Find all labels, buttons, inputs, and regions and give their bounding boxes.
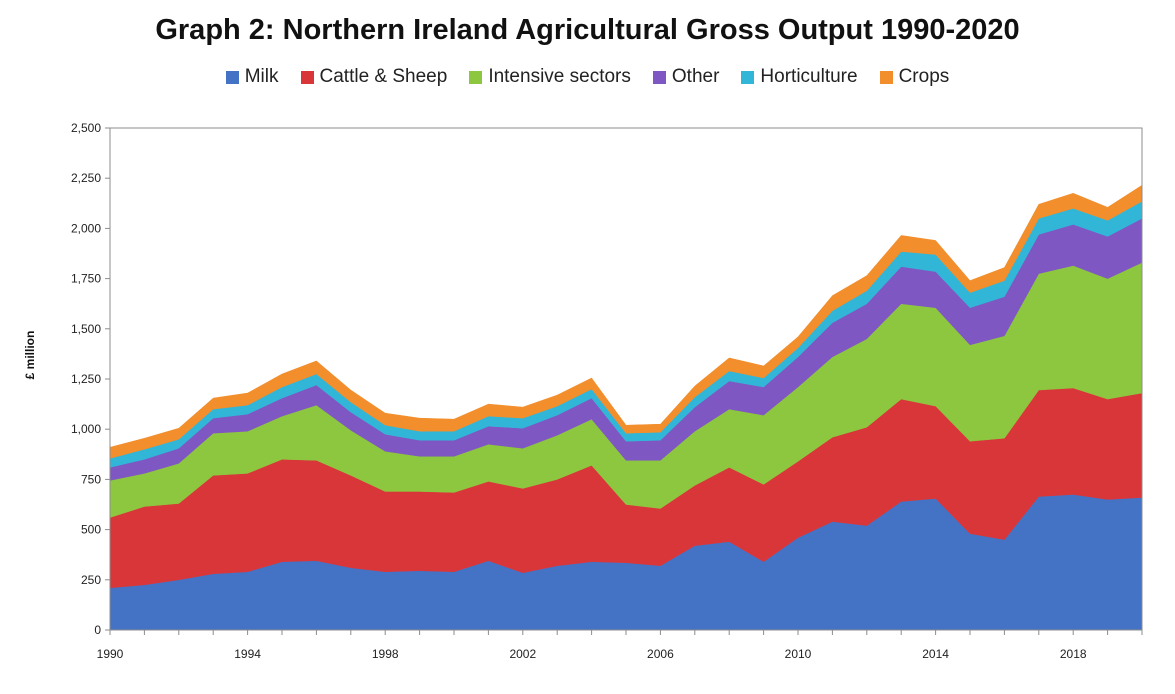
legend-label-horticulture: Horticulture bbox=[760, 66, 858, 87]
y-axis-title: £ million bbox=[23, 331, 37, 380]
x-tick-label: 1990 bbox=[97, 647, 124, 661]
y-tick-label: 1,000 bbox=[71, 422, 101, 436]
y-tick-label: 1,250 bbox=[71, 372, 101, 386]
y-tick-label: 500 bbox=[81, 523, 101, 537]
legend-label-intensive-sectors: Intensive sectors bbox=[488, 66, 631, 87]
x-tick-label: 2006 bbox=[647, 647, 674, 661]
area-layers bbox=[109, 184, 1143, 631]
y-tick-label: 2,250 bbox=[71, 171, 101, 185]
x-tick-label: 2018 bbox=[1060, 647, 1087, 661]
legend-label-crops: Crops bbox=[898, 66, 950, 87]
y-tick-label: 250 bbox=[81, 573, 101, 587]
x-tick-label: 2010 bbox=[785, 647, 812, 661]
x-tick-label: 1994 bbox=[234, 647, 261, 661]
y-tick-label: 0 bbox=[94, 623, 101, 637]
legend-swatch-other bbox=[652, 70, 666, 84]
legend-item-milk: Milk bbox=[225, 66, 279, 88]
legend-swatch-cattle-sheep bbox=[300, 70, 314, 84]
y-tick-label: 2,000 bbox=[71, 221, 101, 235]
legend: Milk Cattle & Sheep Intensive sectors Ot… bbox=[0, 66, 1175, 88]
x-tick-label: 2014 bbox=[922, 647, 949, 661]
legend-item-horticulture: Horticulture bbox=[741, 66, 858, 88]
y-tick-label: 2,500 bbox=[71, 121, 101, 135]
legend-label-milk: Milk bbox=[244, 66, 279, 87]
legend-swatch-intensive-sectors bbox=[469, 70, 483, 84]
y-tick-label: 1,750 bbox=[71, 272, 101, 286]
y-tick-label: 750 bbox=[81, 472, 101, 486]
legend-label-other: Other bbox=[671, 66, 720, 87]
legend-swatch-crops bbox=[879, 70, 893, 84]
y-tick-label: 1,500 bbox=[71, 322, 101, 336]
legend-swatch-milk bbox=[225, 70, 239, 84]
x-tick-label: 2002 bbox=[509, 647, 536, 661]
legend-item-cattle-sheep: Cattle & Sheep bbox=[300, 66, 448, 88]
legend-label-cattle-sheep: Cattle & Sheep bbox=[319, 66, 448, 87]
legend-item-other: Other bbox=[652, 66, 720, 88]
chart-title: Graph 2: Northern Ireland Agricultural G… bbox=[155, 14, 1020, 46]
x-tick-label: 1998 bbox=[372, 647, 399, 661]
legend-swatch-horticulture bbox=[741, 70, 755, 84]
legend-item-intensive-sectors: Intensive sectors bbox=[469, 66, 631, 88]
axes: 0 250 500 750 1,000 1,250 1,500 1,750 2,000 2,250… bbox=[71, 121, 1143, 661]
legend-item-crops: Crops bbox=[879, 66, 950, 88]
